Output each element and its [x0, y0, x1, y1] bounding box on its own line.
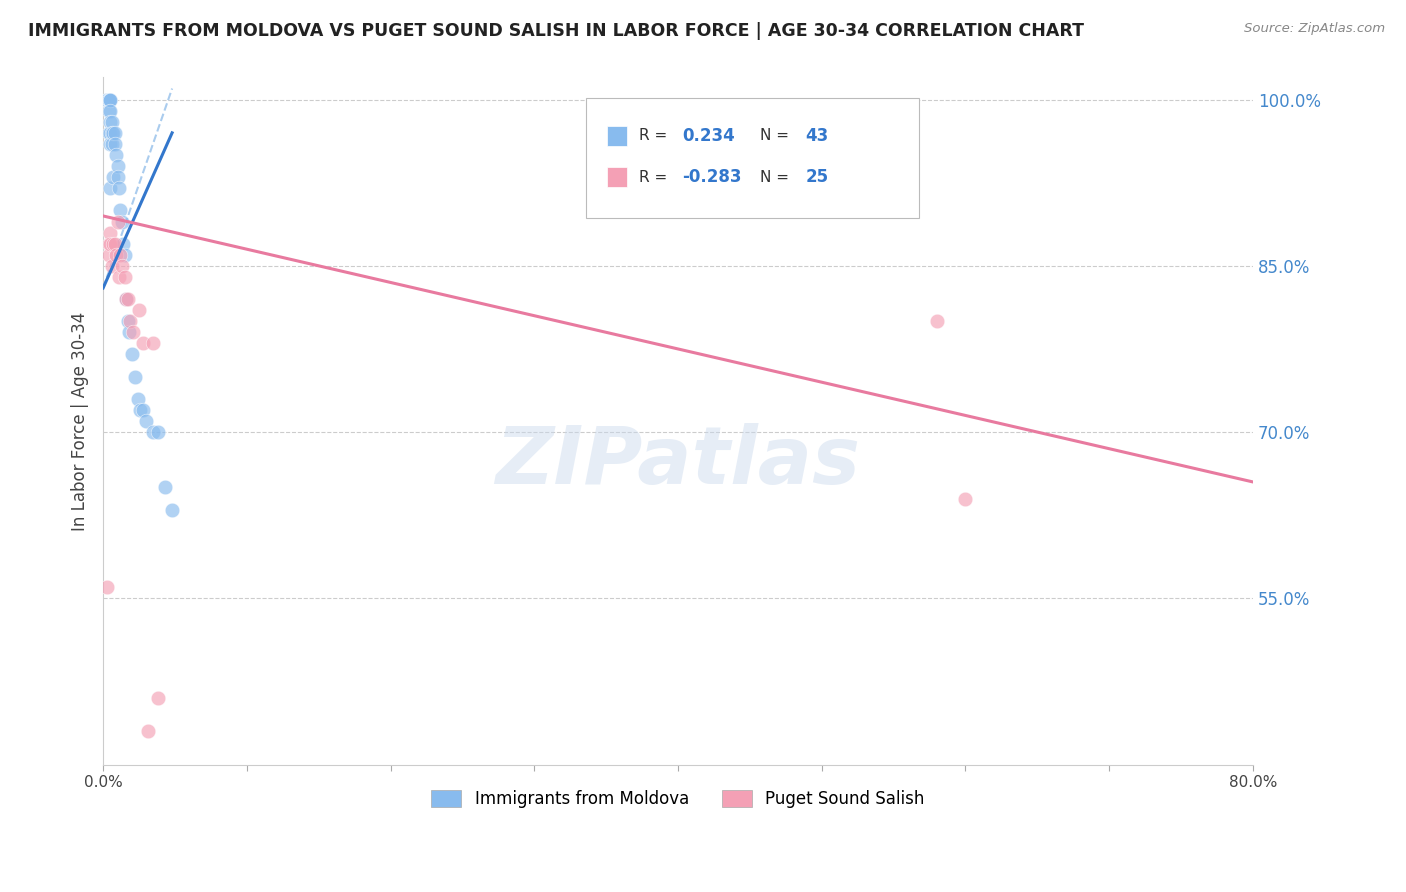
Point	[107, 159, 129, 173]
Point	[98, 181, 121, 195]
Text: 43: 43	[806, 127, 830, 145]
Text: ZIPatlas: ZIPatlas	[495, 423, 860, 501]
Text: R =: R =	[638, 169, 666, 185]
Point	[118, 326, 141, 340]
Point	[97, 93, 120, 107]
Point	[97, 103, 120, 118]
Point	[97, 93, 120, 107]
Point	[97, 93, 120, 107]
Point	[108, 181, 131, 195]
Text: 0.234: 0.234	[682, 127, 735, 145]
Point	[132, 336, 155, 351]
Point	[112, 236, 135, 251]
Point	[132, 403, 155, 417]
FancyBboxPatch shape	[607, 126, 627, 146]
Text: -0.283: -0.283	[682, 168, 742, 186]
FancyBboxPatch shape	[586, 98, 920, 219]
Point	[100, 259, 122, 273]
Point	[135, 414, 157, 428]
Point	[96, 580, 118, 594]
Point	[107, 214, 129, 228]
Point	[124, 369, 146, 384]
Point	[925, 314, 948, 328]
Point	[117, 292, 139, 306]
Point	[160, 502, 183, 516]
Point	[114, 248, 136, 262]
Point	[97, 236, 120, 251]
Text: IMMIGRANTS FROM MOLDOVA VS PUGET SOUND SALISH IN LABOR FORCE | AGE 30-34 CORRELA: IMMIGRANTS FROM MOLDOVA VS PUGET SOUND S…	[28, 22, 1084, 40]
Text: R =: R =	[638, 128, 666, 144]
Point	[122, 326, 145, 340]
Point	[103, 236, 125, 251]
Point	[103, 126, 125, 140]
Point	[98, 115, 121, 129]
Point	[136, 724, 159, 739]
Point	[98, 236, 121, 251]
Point	[127, 392, 149, 406]
Point	[129, 403, 152, 417]
Point	[108, 269, 131, 284]
Point	[97, 126, 120, 140]
FancyBboxPatch shape	[607, 167, 627, 187]
Point	[142, 336, 165, 351]
Text: N =: N =	[759, 128, 789, 144]
Point	[98, 93, 121, 107]
Point	[142, 425, 165, 439]
Point	[146, 425, 169, 439]
Point	[955, 491, 977, 506]
Point	[100, 115, 122, 129]
Point	[114, 269, 136, 284]
Point	[115, 292, 138, 306]
Point	[110, 203, 132, 218]
Point	[96, 93, 118, 107]
Point	[121, 347, 143, 361]
Point	[104, 236, 127, 251]
Point	[111, 214, 134, 228]
Point	[96, 93, 118, 107]
Point	[115, 292, 138, 306]
Point	[98, 93, 121, 107]
Point	[97, 248, 120, 262]
Point	[107, 170, 129, 185]
Point	[105, 148, 128, 162]
Point	[98, 103, 121, 118]
Legend: Immigrants from Moldova, Puget Sound Salish: Immigrants from Moldova, Puget Sound Sal…	[425, 783, 931, 814]
Point	[98, 126, 121, 140]
Point	[120, 314, 142, 328]
Point	[103, 170, 125, 185]
Text: Source: ZipAtlas.com: Source: ZipAtlas.com	[1244, 22, 1385, 36]
Point	[111, 259, 134, 273]
Point	[146, 691, 169, 706]
Point	[110, 248, 132, 262]
Point	[117, 314, 139, 328]
Point	[104, 126, 127, 140]
Point	[100, 136, 122, 151]
Point	[104, 136, 127, 151]
Text: 25: 25	[806, 168, 828, 186]
Point	[128, 303, 150, 318]
Point	[96, 93, 118, 107]
Text: N =: N =	[759, 169, 789, 185]
Y-axis label: In Labor Force | Age 30-34: In Labor Force | Age 30-34	[72, 311, 89, 531]
Point	[105, 248, 128, 262]
Point	[98, 136, 121, 151]
Point	[153, 480, 176, 494]
Point	[100, 126, 122, 140]
Point	[98, 226, 121, 240]
